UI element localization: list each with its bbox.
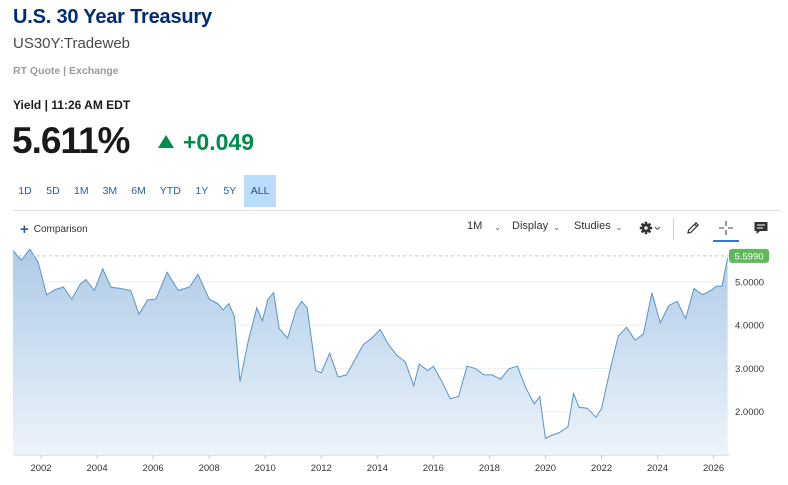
x-tick-label: 2026 (703, 463, 724, 474)
y-tick-label: 3.0000 (735, 364, 764, 375)
range-1m-button[interactable]: 1M (74, 185, 89, 197)
change-value: +0.049 (183, 129, 254, 155)
display-label: Display (512, 220, 549, 232)
range-1d-button[interactable]: 1D (18, 185, 32, 197)
range-3m-button[interactable]: 3M (102, 185, 118, 197)
x-tick-label: 2010 (255, 463, 276, 474)
pencil-icon (687, 221, 700, 234)
comment-icon (754, 222, 768, 234)
chevron-down-icon: ⌄ (615, 223, 623, 232)
x-tick-label: 2002 (30, 463, 51, 474)
gear-icon (639, 221, 661, 235)
last-value-badge: 5.5990 (729, 248, 769, 263)
last-value-label: 5.5990 (734, 251, 763, 262)
x-axis: 2002 2004 2006 2008 2010 2012 2014 2016 2018 2020… (30, 455, 724, 474)
yield-timestamp: Yield | 11:26 AM EDT (13, 98, 131, 112)
yield-change: +0.049 (158, 129, 254, 156)
x-tick-label: 2016 (423, 463, 444, 474)
comparison-button[interactable]: + Comparison (20, 220, 88, 238)
series-area (13, 249, 728, 455)
y-tick-label: 2.0000 (735, 407, 764, 418)
y-axis: 2.0000 3.0000 4.0000 5.0000 (735, 277, 764, 418)
x-tick-label: 2020 (535, 463, 556, 474)
symbol-label: US30Y:Tradeweb (13, 35, 131, 52)
draw-button[interactable] (680, 216, 706, 240)
comparison-label: Comparison (33, 224, 88, 235)
chevron-down-icon: ⌄ (553, 223, 560, 232)
range-all-button[interactable]: ALL (243, 175, 277, 207)
y-tick-label: 4.0000 (735, 321, 764, 332)
x-tick-label: 2012 (311, 463, 332, 474)
page-title: U.S. 30 Year Treasury (13, 6, 212, 28)
range-ytd-button[interactable]: YTD (159, 185, 181, 197)
comment-button[interactable] (748, 216, 774, 240)
chevron-down-icon: ⌄ (494, 223, 501, 232)
yield-chart[interactable]: 5.5990 2.0000 3.0000 4.0000 5.0000 2002 2004… (0, 245, 788, 485)
current-yield: 5.611% (12, 120, 130, 161)
x-tick-label: 2006 (143, 463, 164, 474)
range-1y-button[interactable]: 1Y (195, 185, 209, 197)
active-tool-indicator (713, 240, 739, 242)
range-6m-button[interactable]: 6M (131, 185, 146, 197)
interval-label: 1M (467, 220, 483, 232)
y-tick-label: 5.0000 (735, 277, 764, 288)
toolbar-divider (13, 210, 781, 211)
crosshair-icon (719, 221, 733, 235)
range-5y-button[interactable]: 5Y (223, 185, 237, 197)
plus-icon: + (20, 220, 29, 238)
time-range-selector: 1D 5D 1M 3M 6M YTD 1Y 5Y ALL (11, 175, 277, 207)
quote-source: RT Quote | Exchange (13, 65, 119, 77)
range-5d-button[interactable]: 5D (46, 185, 60, 197)
display-dropdown[interactable]: Display ⌄ (512, 220, 560, 232)
toolbar-separator (673, 218, 674, 240)
x-tick-label: 2024 (647, 463, 668, 474)
series-line (12, 248, 729, 440)
studies-label: Studies (574, 220, 611, 232)
interval-dropdown[interactable]: 1M ⌄ (467, 220, 501, 232)
x-tick-label: 2022 (591, 463, 612, 474)
settings-button[interactable] (637, 216, 665, 240)
crosshair-button[interactable] (713, 216, 739, 240)
x-tick-label: 2014 (367, 463, 388, 474)
up-arrow-icon (158, 135, 174, 148)
x-tick-label: 2004 (87, 463, 108, 474)
studies-dropdown[interactable]: Studies ⌄ (574, 220, 622, 232)
x-tick-label: 2008 (199, 463, 220, 474)
x-tick-label: 2018 (479, 463, 500, 474)
